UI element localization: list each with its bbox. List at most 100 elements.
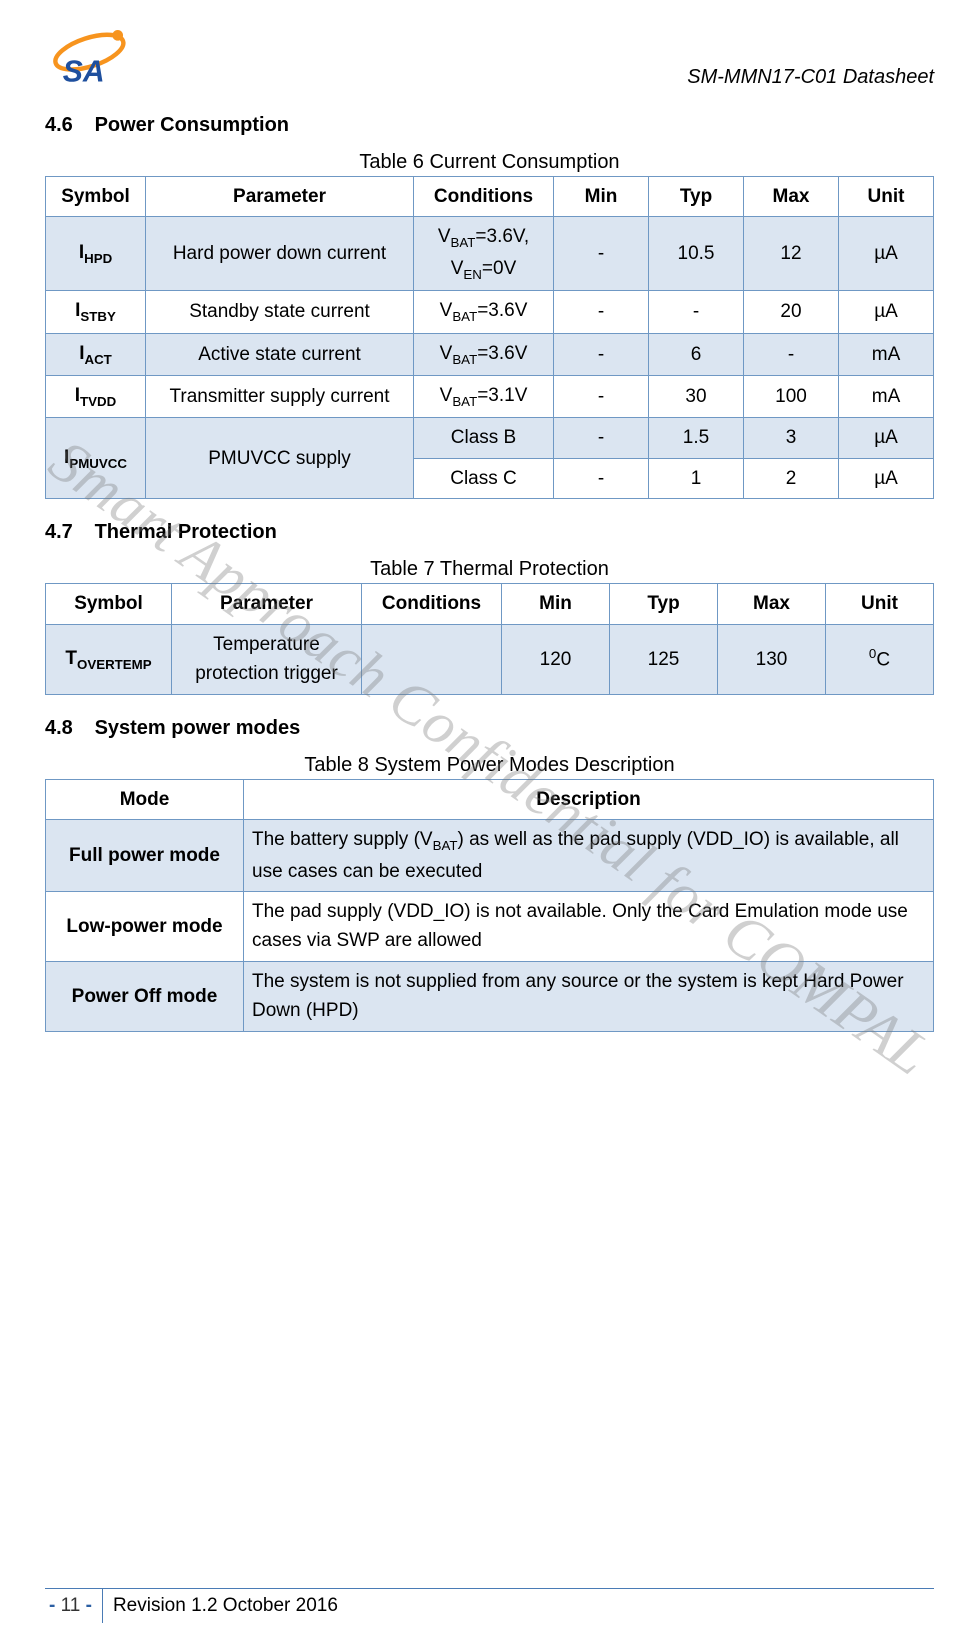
cell-min: - (554, 291, 649, 333)
section-4-6-heading: 4.6 Power Consumption (45, 114, 934, 137)
cell-description: The system is not supplied from any sour… (244, 961, 934, 1031)
th-parameter: Parameter (146, 177, 414, 217)
cell-max: 20 (744, 291, 839, 333)
th-min: Min (502, 584, 610, 624)
th-symbol: Symbol (46, 177, 146, 217)
th-parameter: Parameter (172, 584, 362, 624)
cell-parameter: Hard power down current (146, 217, 414, 291)
table6-caption: Table 6 Current Consumption (45, 151, 934, 174)
cell-unit: 0C (826, 624, 934, 694)
cell-symbol: IHPD (46, 217, 146, 291)
cell-min: 120 (502, 624, 610, 694)
footer-line: - 11 - Revision 1.2 October 2016 (45, 1588, 934, 1623)
table8: Mode Description Full power modeThe batt… (45, 779, 934, 1032)
cell-min: - (554, 418, 649, 458)
logo: SA (45, 30, 155, 92)
table-row: ITVDDTransmitter supply currentVBAT=3.1V… (46, 376, 934, 418)
cell-typ: - (649, 291, 744, 333)
table6-header-row: Symbol Parameter Conditions Min Typ Max … (46, 177, 934, 217)
cell-description: The pad supply (VDD_IO) is not available… (244, 891, 934, 961)
table-row: IHPDHard power down currentVBAT=3.6V, VE… (46, 217, 934, 291)
cell-max: 130 (718, 624, 826, 694)
cell-typ: 30 (649, 376, 744, 418)
cell-max: - (744, 333, 839, 375)
cell-min: - (554, 376, 649, 418)
th-symbol: Symbol (46, 584, 172, 624)
th-mode: Mode (46, 779, 244, 819)
cell-parameter: PMUVCC supply (146, 418, 414, 499)
section-title: Thermal Protection (95, 521, 277, 543)
table-row: IPMUVCCPMUVCC supplyClass B-1.53µA (46, 418, 934, 458)
th-max: Max (744, 177, 839, 217)
cell-min: - (554, 217, 649, 291)
cell-conditions: VBAT=3.6V (414, 291, 554, 333)
section-title: Power Consumption (95, 114, 289, 136)
cell-mode: Power Off mode (46, 961, 244, 1031)
cell-typ: 1 (649, 458, 744, 498)
cell-parameter: Temperature protection trigger (172, 624, 362, 694)
cell-symbol: IACT (46, 333, 146, 375)
table8-caption: Table 8 System Power Modes Description (45, 754, 934, 777)
cell-unit: µA (839, 291, 934, 333)
cell-symbol: TOVERTEMP (46, 624, 172, 694)
cell-typ: 1.5 (649, 418, 744, 458)
table7-row: TOVERTEMP Temperature protection trigger… (46, 624, 934, 694)
th-max: Max (718, 584, 826, 624)
cell-parameter: Standby state current (146, 291, 414, 333)
section-number: 4.7 (45, 521, 89, 544)
section-4-7-heading: 4.7 Thermal Protection (45, 521, 934, 544)
cell-parameter: Active state current (146, 333, 414, 375)
cell-mode: Full power mode (46, 820, 244, 892)
cell-symbol: ISTBY (46, 291, 146, 333)
cell-conditions: VBAT=3.6V, VEN=0V (414, 217, 554, 291)
table6: Symbol Parameter Conditions Min Typ Max … (45, 176, 934, 499)
cell-typ: 6 (649, 333, 744, 375)
table-row: Low-power modeThe pad supply (VDD_IO) is… (46, 891, 934, 961)
th-unit: Unit (826, 584, 934, 624)
page-header: SA SM-MMN17-C01 Datasheet (45, 30, 934, 92)
cell-unit: µA (839, 217, 934, 291)
cell-max: 3 (744, 418, 839, 458)
section-number: 4.8 (45, 717, 89, 740)
cell-symbol: IPMUVCC (46, 418, 146, 499)
th-conditions: Conditions (362, 584, 502, 624)
footer-page-number: - 11 - (45, 1589, 103, 1623)
cell-unit: mA (839, 333, 934, 375)
cell-typ: 125 (610, 624, 718, 694)
cell-min: - (554, 458, 649, 498)
table-row: Power Off modeThe system is not supplied… (46, 961, 934, 1031)
cell-max: 2 (744, 458, 839, 498)
section-4-8-heading: 4.8 System power modes (45, 717, 934, 740)
cell-mode: Low-power mode (46, 891, 244, 961)
table7: Symbol Parameter Conditions Min Typ Max … (45, 583, 934, 694)
th-typ: Typ (649, 177, 744, 217)
table-row: IACTActive state currentVBAT=3.6V-6-mA (46, 333, 934, 375)
table7-header-row: Symbol Parameter Conditions Min Typ Max … (46, 584, 934, 624)
cell-conditions: Class B (414, 418, 554, 458)
logo-icon: SA (45, 30, 155, 92)
cell-conditions (362, 624, 502, 694)
cell-unit: µA (839, 418, 934, 458)
cell-description: The battery supply (VBAT) as well as the… (244, 820, 934, 892)
table7-caption: Table 7 Thermal Protection (45, 558, 934, 581)
section-title: System power modes (95, 717, 301, 739)
cell-conditions: VBAT=3.1V (414, 376, 554, 418)
cell-conditions: Class C (414, 458, 554, 498)
cell-symbol: ITVDD (46, 376, 146, 418)
table-row: ISTBYStandby state currentVBAT=3.6V--20µ… (46, 291, 934, 333)
section-number: 4.6 (45, 114, 89, 137)
cell-typ: 10.5 (649, 217, 744, 291)
svg-text:SA: SA (63, 55, 105, 88)
page-footer: - 11 - Revision 1.2 October 2016 (0, 1588, 979, 1623)
th-description: Description (244, 779, 934, 819)
doc-title: SM-MMN17-C01 Datasheet (687, 66, 934, 89)
page: SA SM-MMN17-C01 Datasheet 4.6 Power Cons… (0, 0, 979, 1647)
cell-max: 12 (744, 217, 839, 291)
th-conditions: Conditions (414, 177, 554, 217)
cell-unit: µA (839, 458, 934, 498)
th-typ: Typ (610, 584, 718, 624)
table-row: Full power modeThe battery supply (VBAT)… (46, 820, 934, 892)
footer-revision: Revision 1.2 October 2016 (103, 1589, 348, 1623)
cell-parameter: Transmitter supply current (146, 376, 414, 418)
cell-max: 100 (744, 376, 839, 418)
